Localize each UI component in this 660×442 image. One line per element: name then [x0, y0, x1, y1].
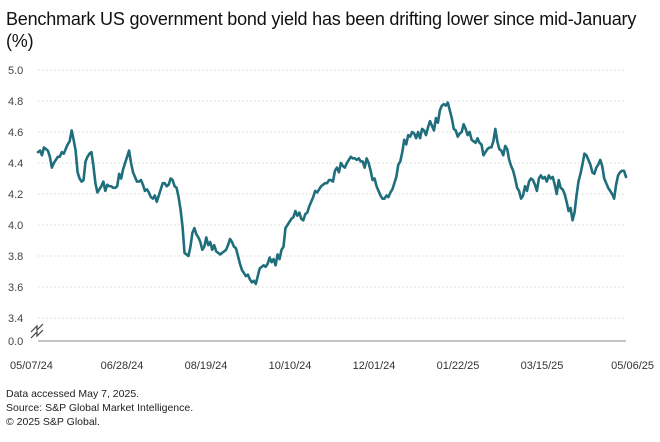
y-axis-ticks: 5.0 4.8 4.6 4.4 4.2 4.0 3.8 3.6 3.4 0.0: [8, 65, 23, 348]
footer-notes: Data accessed May 7, 2025. Source: S&P G…: [6, 387, 193, 429]
footer-copyright: © 2025 S&P Global.: [6, 416, 100, 428]
gridlines: [38, 69, 626, 319]
y-tick-label: 4.8: [8, 96, 23, 108]
x-tick-label: 05/06/25: [611, 360, 654, 372]
y-tick-label: 3.8: [8, 251, 23, 263]
x-tick-label: 01/22/25: [437, 360, 480, 372]
x-tick-label: 05/07/24: [10, 360, 53, 372]
x-tick-label: 06/28/24: [101, 360, 144, 372]
footer-source: Source: S&P Global Market Intelligence.: [6, 402, 194, 414]
x-tick-label: 12/01/24: [353, 360, 396, 372]
x-tick-label: 10/10/24: [269, 360, 312, 372]
y-tick-label: 3.4: [8, 313, 23, 325]
x-tick-label: 03/15/25: [521, 360, 564, 372]
x-axis-ticks: 05/07/24 06/28/24 08/19/24 10/10/24 12/01/24…: [10, 360, 654, 372]
series-line-us-10y-yield: [36, 101, 628, 286]
y-tick-label: 4.2: [8, 189, 23, 201]
y-tick-label: 4.6: [8, 127, 23, 139]
y-tick-label: 5.0: [8, 65, 23, 77]
y-tick-label: 3.6: [8, 282, 23, 294]
footer-data-accessed: Data accessed May 7, 2025.: [6, 388, 140, 400]
y-tick-label: 4.4: [8, 158, 23, 170]
axis-break-icon: [30, 323, 44, 339]
y-tick-label: 0.0: [8, 336, 23, 348]
x-tick-label: 08/19/24: [185, 360, 228, 372]
chart-title: Benchmark US government bond yield has b…: [6, 9, 637, 51]
y-tick-label: 4.0: [8, 220, 23, 232]
